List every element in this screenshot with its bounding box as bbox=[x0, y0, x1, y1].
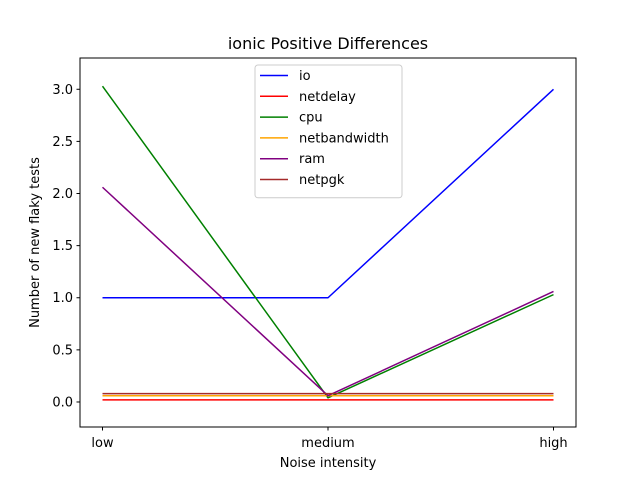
y-tick-label: 0.0 bbox=[52, 395, 73, 410]
legend-label-ram: ram bbox=[299, 152, 325, 167]
legend-label-netbandwidth: netbandwidth bbox=[299, 131, 389, 146]
x-tick-label: low bbox=[91, 436, 114, 451]
y-axis-label: Number of new flaky tests bbox=[28, 157, 43, 328]
y-tick-label: 3.0 bbox=[52, 83, 73, 98]
series-line-ram bbox=[101, 186, 554, 397]
legend-label-cpu: cpu bbox=[299, 111, 323, 126]
y-tick-label: 1.0 bbox=[52, 291, 73, 306]
legend-label-netpgk: netpgk bbox=[299, 173, 345, 188]
legend-label-io: io bbox=[299, 69, 311, 84]
x-tick-label: medium bbox=[301, 436, 354, 451]
y-tick-label: 2.5 bbox=[52, 135, 73, 150]
chart-title: ionic Positive Differences bbox=[228, 34, 428, 53]
x-axis-label: Noise intensity bbox=[280, 456, 377, 471]
y-tick-label: 0.5 bbox=[52, 343, 73, 358]
x-axis: low medium high bbox=[91, 427, 568, 451]
plot-lines bbox=[101, 85, 555, 401]
y-tick-label: 1.5 bbox=[52, 239, 73, 254]
series-line-cpu bbox=[101, 85, 554, 399]
y-tick-label: 2.0 bbox=[52, 187, 73, 202]
legend: io netdelay cpu netbandwidth ram netpgk bbox=[254, 64, 403, 199]
legend-label-netdelay: netdelay bbox=[299, 90, 356, 105]
x-tick-label: high bbox=[539, 436, 567, 451]
series-line-io bbox=[102, 88, 555, 299]
y-axis: 0.0 0.5 1.0 1.5 2.0 2.5 3.0 bbox=[52, 83, 80, 410]
legend-box bbox=[254, 64, 403, 199]
plot-frame bbox=[79, 57, 577, 428]
